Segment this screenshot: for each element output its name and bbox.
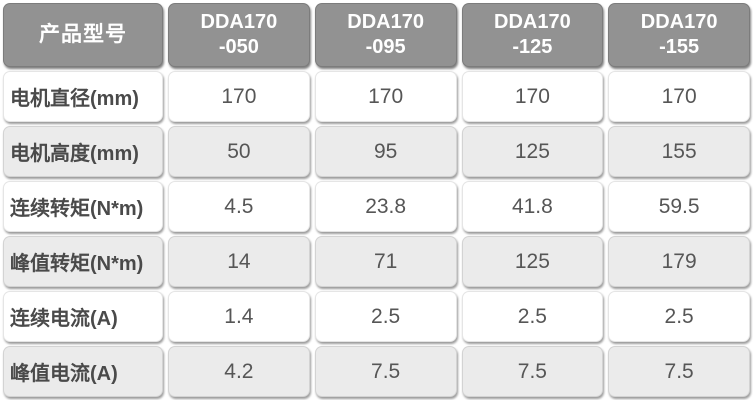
value-cell: 2.5 — [314, 291, 457, 342]
value-cell: 41.8 — [461, 181, 604, 232]
column-header-line1: DDA170 — [494, 11, 571, 33]
value-cell: 170 — [168, 71, 310, 122]
value-cell: 7.5 — [461, 346, 604, 397]
column-header: DDA170 -095 — [314, 3, 457, 67]
corner-header: 产品型号 — [3, 3, 163, 67]
column-header: DDA170 -050 — [168, 3, 310, 67]
row-label: 电机高度(mm) — [3, 126, 163, 177]
column-header: DDA170 -155 — [608, 3, 750, 67]
value-cell: 2.5 — [608, 291, 750, 342]
row-label: 连续转矩(N*m) — [3, 181, 163, 232]
value-cell: 170 — [314, 71, 457, 122]
value-cell: 7.5 — [314, 346, 457, 397]
column-header-line2: -155 — [659, 36, 700, 58]
value-cell: 1.4 — [168, 291, 310, 342]
value-cell: 125 — [461, 236, 604, 287]
corner-header-label: 产品型号 — [39, 22, 127, 46]
row-label: 电机直径(mm) — [3, 71, 163, 122]
column-header: DDA170 -125 — [461, 3, 604, 67]
value-cell: 155 — [608, 126, 750, 177]
value-cell: 170 — [608, 71, 750, 122]
row-label: 峰值电流(A) — [3, 346, 163, 397]
value-cell: 4.5 — [168, 181, 310, 232]
column-header-line2: -050 — [218, 36, 259, 58]
value-cell: 71 — [314, 236, 457, 287]
value-cell: 59.5 — [608, 181, 750, 232]
value-cell: 4.2 — [168, 346, 310, 397]
column-header-line1: DDA170 — [347, 11, 424, 33]
value-cell: 125 — [461, 126, 604, 177]
row-label: 连续电流(A) — [3, 291, 163, 342]
value-cell: 2.5 — [461, 291, 604, 342]
value-cell: 7.5 — [608, 346, 750, 397]
value-cell: 23.8 — [314, 181, 457, 232]
column-header-line2: -095 — [365, 36, 406, 58]
value-cell: 95 — [314, 126, 457, 177]
column-header-line1: DDA170 — [640, 11, 718, 33]
value-cell: 14 — [168, 236, 310, 287]
column-header-line1: DDA170 — [200, 11, 278, 33]
row-label: 峰值转矩(N*m) — [3, 236, 163, 287]
value-cell: 50 — [168, 126, 310, 177]
column-header-line2: -125 — [512, 36, 553, 58]
value-cell: 170 — [461, 71, 604, 122]
value-cell: 179 — [608, 236, 750, 287]
